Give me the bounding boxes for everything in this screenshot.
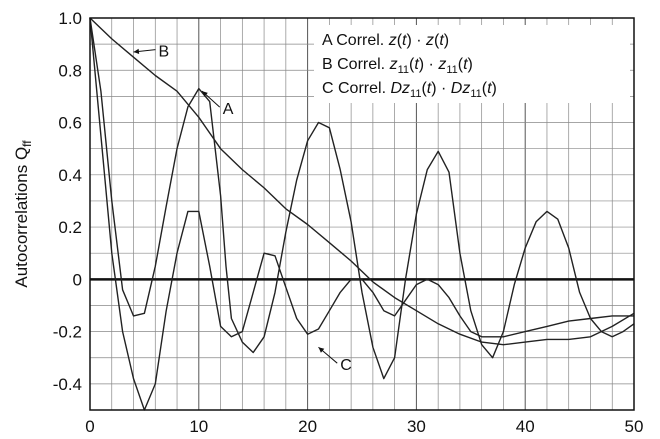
callout-label-c: C <box>340 357 352 374</box>
callout-label-b: B <box>159 44 170 61</box>
plot-frame <box>89 17 635 411</box>
legend-box <box>314 25 630 103</box>
y-tick-label: -0.2 <box>53 323 82 342</box>
y-axis-title: Autocorrelations Qff <box>12 140 34 288</box>
callout-arrowhead-b <box>133 48 140 54</box>
x-tick-label: 10 <box>189 417 208 436</box>
x-tick-label: 0 <box>85 417 94 436</box>
y-tick-label: 0 <box>73 270 82 289</box>
callout-arrowhead-c <box>318 347 325 353</box>
x-tick-label: 30 <box>407 417 426 436</box>
legend-entry-c: C Correl. Dz11(t) · Dz11(t) <box>322 80 497 100</box>
x-tick-label: 50 <box>625 417 644 436</box>
y-tick-label: 0.6 <box>58 114 82 133</box>
series-line-a <box>89 17 635 380</box>
annotations: A B C <box>133 44 352 374</box>
series-line-c <box>89 17 634 411</box>
x-tick-label: 20 <box>298 417 317 436</box>
series-line-b <box>89 17 635 346</box>
callout-label-a: A <box>223 101 234 118</box>
series-layer <box>89 17 635 411</box>
y-axis-title-main: Autocorrelations Q <box>12 147 31 288</box>
y-tick-label: -0.4 <box>53 375 82 394</box>
legend-entry-a: A Correl. z(t) · z(t) <box>322 32 449 49</box>
y-axis-title-sub: ff <box>20 140 34 147</box>
callout-arrowhead-a <box>202 91 208 97</box>
legend-entry-b: B Correl. z11(t) · z11(t) <box>322 56 473 76</box>
y-tick-label: 0.2 <box>58 218 82 237</box>
tick-labels: 0 10 20 30 40 50 1.0 0.8 0.6 0.4 0.2 0 -0.2 -0.4 <box>53 9 644 436</box>
x-tick-label: 40 <box>516 417 535 436</box>
y-tick-label: 1.0 <box>58 9 82 28</box>
legend: A Correl. z(t) · z(t) B Correl. z11(t) · … <box>314 25 630 103</box>
y-tick-label: 0.8 <box>58 61 82 80</box>
y-tick-label: 0.4 <box>58 166 82 185</box>
